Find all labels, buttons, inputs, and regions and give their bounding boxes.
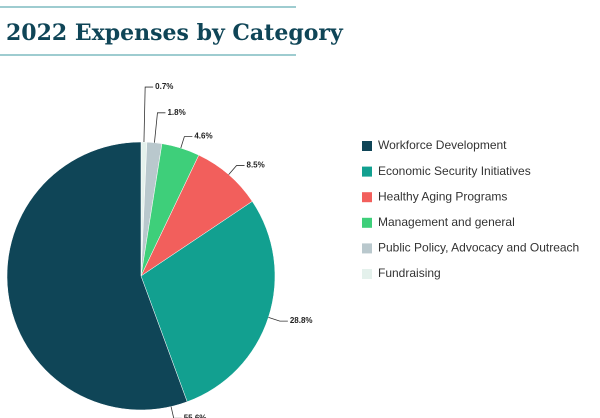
- leader-line: [268, 317, 288, 322]
- data-label: 4.6%: [194, 132, 212, 141]
- data-label: 0.7%: [155, 82, 173, 91]
- legend-swatch: [362, 192, 372, 203]
- legend-label: Public Policy, Advocacy and Outreach: [378, 241, 579, 255]
- leader-line: [228, 165, 245, 175]
- legend-label: Healthy Aging Programs: [378, 189, 507, 203]
- legend-label: Economic Security Initiatives: [378, 164, 531, 178]
- leader-line: [170, 406, 182, 418]
- data-label: 55.6%: [184, 413, 207, 418]
- leader-line: [143, 86, 154, 143]
- pie-slice: [140, 201, 276, 403]
- legend-label: Fundraising: [378, 266, 441, 280]
- legend-swatch: [362, 166, 372, 177]
- chart-title: 2022 Expenses by Category: [6, 20, 344, 46]
- leader-line: [154, 112, 166, 143]
- legend-label: Management and general: [378, 215, 515, 229]
- pie-slice: [6, 141, 188, 411]
- leader-line: [180, 136, 193, 149]
- legend-swatch: [362, 141, 372, 151]
- data-label: 28.8%: [290, 316, 313, 325]
- legend-swatch: [362, 269, 372, 279]
- legend-swatch: [362, 243, 372, 254]
- legend-swatch: [362, 217, 372, 228]
- data-label: 8.5%: [247, 161, 265, 170]
- data-label: 1.8%: [167, 108, 185, 117]
- legend-label: Workforce Development: [378, 138, 507, 152]
